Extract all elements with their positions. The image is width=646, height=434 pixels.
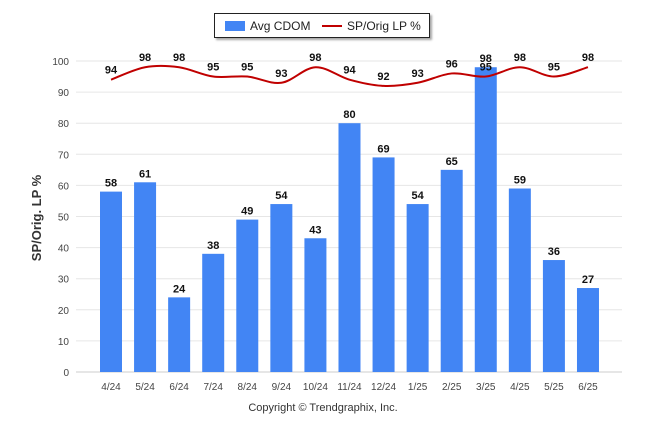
x-tick-label: 10/24 (303, 382, 328, 393)
y-tick-label: 20 (58, 306, 70, 317)
sp-orig-line[interactable] (110, 64, 589, 87)
x-tick-label: 2/25 (442, 382, 462, 393)
bar[interactable] (338, 123, 361, 372)
bar-value-label: 58 (105, 178, 117, 190)
legend-bar-swatch (225, 20, 245, 31)
y-axis-ticks: 0 10 20 30 40 50 60 70 80 90 100 (52, 57, 69, 379)
bar-value-label: 36 (548, 246, 560, 258)
bar[interactable] (474, 67, 497, 372)
y-tick-label: 30 (58, 275, 70, 286)
bar-value-label: 69 (377, 143, 389, 155)
x-tick-label: 3/25 (476, 382, 496, 393)
y-tick-label: 50 (58, 213, 70, 224)
bar[interactable] (542, 260, 565, 372)
bar[interactable] (440, 169, 463, 372)
line-value-label: 96 (446, 58, 458, 70)
y-tick-label: 0 (63, 368, 69, 379)
line-series (110, 64, 589, 87)
line-value-label: 94 (105, 65, 118, 77)
bar-series (100, 67, 599, 372)
bar-value-label: 38 (207, 240, 219, 252)
line-value-label: 98 (514, 52, 526, 64)
x-tick-label: 5/24 (135, 382, 155, 393)
bar-value-label: 54 (275, 190, 288, 202)
bar-value-label: 43 (309, 224, 321, 236)
bar-value-label: 59 (514, 175, 526, 187)
line-value-label: 95 (241, 62, 253, 74)
x-tick-label: 8/24 (238, 382, 258, 393)
bar[interactable] (168, 297, 191, 372)
bar[interactable] (270, 204, 293, 372)
bar[interactable] (508, 188, 531, 372)
line-value-label: 95 (207, 62, 219, 74)
x-axis-ticks: 4/24 5/24 6/24 7/24 8/24 9/24 10/24 11/24 12/24 1… (101, 382, 598, 393)
x-tick-label: 12/24 (371, 382, 396, 393)
bar-value-label: 27 (582, 274, 594, 286)
y-tick-label: 80 (58, 119, 70, 130)
y-axis-label: SP/Orig. LP % (29, 174, 44, 261)
y-tick-label: 100 (52, 57, 69, 68)
y-tick-label: 90 (58, 88, 70, 99)
bar-value-label: 54 (412, 190, 425, 202)
x-tick-label: 5/25 (544, 382, 564, 393)
bar[interactable] (304, 238, 327, 372)
bar[interactable] (236, 219, 259, 372)
line-value-label: 95 (548, 62, 560, 74)
bar[interactable] (100, 191, 122, 372)
bar[interactable] (134, 182, 157, 372)
bar[interactable] (202, 253, 225, 372)
line-value-label: 98 (582, 52, 594, 64)
copyright-text: Copyright © Trendgraphix, Inc. (248, 402, 398, 414)
legend-label-sp-orig: SP/Orig LP % (347, 18, 421, 33)
line-value-label: 93 (412, 68, 424, 80)
line-value-label: 95 (480, 62, 492, 74)
bar[interactable] (576, 288, 599, 372)
bar-value-label: 98 (480, 53, 492, 65)
bar[interactable] (372, 157, 395, 372)
x-tick-label: 6/24 (169, 382, 189, 393)
legend-label-avg-cdom: Avg CDOM (250, 18, 311, 33)
bar-value-label: 80 (343, 109, 355, 121)
line-value-label: 94 (343, 65, 356, 77)
bar-value-label: 61 (139, 168, 151, 180)
x-tick-label: 4/25 (510, 382, 530, 393)
y-tick-label: 70 (58, 150, 70, 161)
y-tick-label: 10 (58, 337, 70, 348)
line-value-label: 98 (309, 52, 321, 64)
legend-item-sp-orig[interactable]: SP/Orig LP % (322, 14, 421, 37)
bar-value-label: 24 (173, 283, 186, 295)
legend-item-avg-cdom[interactable]: Avg CDOM (225, 14, 310, 37)
legend: Avg CDOM SP/Orig LP % (214, 13, 430, 38)
line-value-label: 98 (139, 52, 151, 64)
bar[interactable] (406, 204, 429, 372)
x-tick-label: 6/25 (578, 382, 598, 393)
x-tick-label: 7/24 (203, 382, 223, 393)
y-tick-label: 60 (58, 181, 70, 192)
y-tick-label: 40 (58, 244, 70, 255)
line-value-label: 93 (275, 68, 287, 80)
bar-value-label: 65 (446, 156, 458, 168)
line-value-label: 98 (173, 52, 185, 64)
x-tick-label: 4/24 (101, 382, 121, 393)
line-value-label: 92 (377, 71, 389, 83)
x-tick-label: 9/24 (272, 382, 292, 393)
bar-value-label: 49 (241, 206, 253, 218)
x-tick-label: 11/24 (337, 382, 362, 393)
x-tick-label: 1/25 (408, 382, 428, 393)
bar-data-labels: 58 61 24 38 49 54 43 80 69 54 65 98 59 36 27 (105, 53, 594, 295)
legend-line-swatch (322, 24, 342, 27)
